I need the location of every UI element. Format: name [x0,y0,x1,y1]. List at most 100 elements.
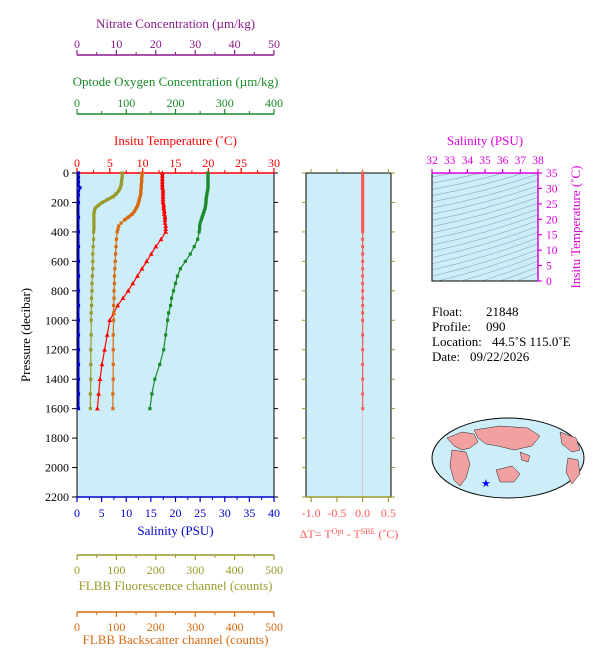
oxygen-data-point [196,237,200,241]
backscatter-data-point [140,180,144,184]
backscatter-data-point [112,311,116,315]
backscatter-data-point [132,209,137,213]
oxygen-data-point [201,212,205,216]
ts-x-tick-label: 34 [462,155,474,167]
fluorescence-data-point [91,267,95,271]
nitrate-tick-label: 10 [110,37,122,51]
fluorescence-data-point [120,171,124,175]
ts-y-tick-label: 30 [546,183,558,195]
temperature-data-point [107,317,113,323]
fluorescence-data-point [89,303,94,308]
nitrate-tick-label: 50 [268,37,280,51]
fluorescence-data-point [92,209,96,213]
fluorescence-data-point [91,230,96,234]
fluorescence-data-point [89,348,93,352]
fluorescence-data-point [120,177,124,181]
oxygen-data-point [183,259,187,263]
salinity-data-point [76,175,81,180]
temperature-data-point [161,208,167,214]
ts-y-tick-label: 35 [546,168,558,180]
ts-density-contour [432,208,538,240]
delta-t-data-point [361,209,365,213]
ts-x-tick-label: 33 [444,155,456,167]
oxygen-data-point [198,224,202,228]
delta-t-data-point [361,195,365,199]
map-land-africa [449,449,471,487]
delta-t-data-point [361,203,365,207]
main-plot-series [76,170,210,411]
salinity-tick-label: 10 [120,506,132,520]
temperature-data-point [115,302,121,308]
backscatter-data-point [114,237,118,241]
temperature-data-point [153,244,159,249]
temperature-data-point [148,251,154,256]
delta-t-data-point [361,407,365,411]
fluorescence-tick-label: 100 [107,563,125,577]
ts-density-contour [432,243,538,277]
temperature-data-point [130,280,136,286]
temperature-data-point [125,288,131,293]
fluorescence-tick-label: 300 [186,563,204,577]
ts-x-tick-label: 32 [426,155,438,167]
backscatter-tick-label: 500 [265,620,283,634]
salinity-data-point [76,245,81,249]
oxygen-data-point [204,200,208,205]
fluorescence-data-point [114,192,118,196]
ts-density-contour [499,266,538,281]
temperature-data-point [161,202,167,208]
delta-t-data-point [361,237,365,241]
oxygen-data-point [175,274,180,278]
salinity-tick-label: 25 [194,506,206,520]
world-map: ★ [431,417,585,499]
temperature-data-point [160,193,166,199]
backscatter-data-point [139,183,143,187]
backscatter-tick-label: 300 [186,620,204,634]
backscatter-data-point [111,362,115,367]
temperature-data-point [97,376,103,381]
y-tick-label: 1000 [45,313,69,327]
temperature-data-point [160,196,166,202]
y-tick-label: 800 [51,284,69,298]
salinity-data-point [76,377,81,381]
oxygen-data-point [162,348,166,352]
delta-t-title-part: (˚C) [375,527,398,541]
y-tick-label: 1600 [45,402,69,416]
ts-density-contour [432,191,538,221]
fluorescence-data-point [111,194,115,199]
delta-t-tick-label: 0.0 [355,506,370,520]
nitrate-tick-label: 0 [74,37,80,51]
location-label: Location: [432,334,482,349]
backscatter-data-point [137,197,141,202]
salinity-data-point [76,180,81,184]
oxygen-data-point [206,171,210,175]
map-land-eurasia-west [446,431,479,451]
delta-t-title-part: ΔT= T [300,527,333,541]
delta-t-data-point [361,230,365,234]
fluorescence-data-point [96,203,100,207]
delta-t-data-point [361,267,365,271]
backscatter-data-point [116,227,120,231]
oxygen-data-point [164,333,168,337]
y-tick-label: 1200 [45,343,69,357]
backscatter-data-point [140,171,144,175]
backscatter-data-point [117,224,121,228]
temperature-data-point [158,236,164,242]
ts-density-contour [432,220,538,252]
ts-density-contour [432,173,482,184]
ts-inset-axes: 32 33 34 35 36 37 38 Salinity (PSU) 0 5 10 15 20 25 30… [426,133,583,289]
fluorescence-data-point [89,377,93,381]
oxygen-data-point [204,194,209,199]
delta-t-data-point [361,311,365,315]
temperature-data-point [99,361,105,367]
date-value: 09/22/2026 [470,349,530,364]
fluorescence-data-point [92,221,96,225]
oxygen-data-point [199,218,203,222]
ts-density-contour [432,202,538,234]
nitrate-tick-label: 20 [150,37,162,51]
profile-value: 090 [486,319,506,334]
temperature-data-point [96,391,102,396]
map-land-asia [473,425,541,451]
oxygen-data-point [169,296,174,300]
temperature-data-point [162,217,168,222]
